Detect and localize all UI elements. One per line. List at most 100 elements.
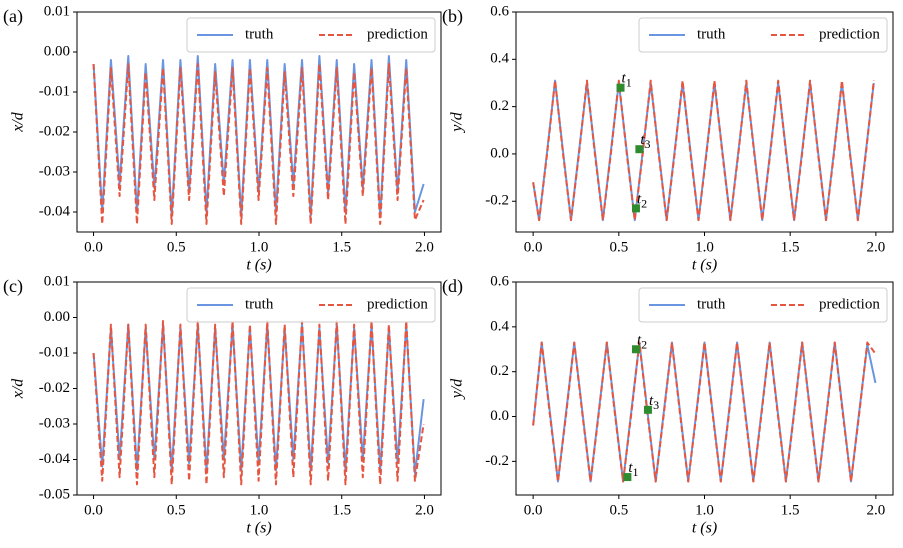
- panel-label: (d): [442, 276, 463, 297]
- y-tick-label: -0.01: [39, 344, 70, 360]
- y-tick-label: 0.6: [490, 3, 509, 19]
- x-tick-label: 0.5: [167, 502, 186, 518]
- legend-box: [186, 17, 436, 53]
- annotation-text: t: [622, 71, 627, 87]
- y-tick-label: 0.01: [44, 273, 70, 289]
- annotation-sub: 2: [641, 337, 647, 351]
- x-tick-label: 2.0: [415, 239, 434, 255]
- y-tick-label: -0.04: [39, 451, 71, 467]
- y-tick-label: 0.00: [44, 309, 70, 325]
- y-tick-label: 0.00: [44, 43, 70, 59]
- marker: [616, 83, 625, 92]
- annotation-text: t: [640, 133, 645, 149]
- axes-frame: [515, 281, 894, 496]
- annotation-sub: 2: [641, 196, 647, 210]
- y-tick-label: 0.2: [490, 98, 509, 114]
- annotation-text: t: [637, 192, 642, 208]
- annotation-sub: 1: [626, 75, 632, 89]
- y-tick-label: -0.02: [39, 380, 70, 396]
- x-tick-label: 1.0: [250, 239, 269, 255]
- marker: [631, 204, 640, 213]
- y-tick-label: -0.03: [39, 163, 70, 179]
- x-tick-label: 1.0: [695, 502, 714, 518]
- y-tick-label: -0.2: [485, 193, 509, 209]
- y-tick-label: 0.6: [490, 273, 509, 289]
- y-tick-label: 0.2: [490, 363, 509, 379]
- series-line: [532, 341, 877, 483]
- legend-label: prediction: [367, 296, 428, 312]
- y-axis-label: x/d: [10, 111, 27, 133]
- x-tick-label: 1.5: [781, 502, 800, 518]
- y-tick-label: -0.04: [39, 203, 71, 219]
- y-tick-label: 0.4: [490, 318, 509, 334]
- x-tick-label: 1.5: [781, 239, 800, 255]
- x-tick-label: 1.0: [250, 502, 269, 518]
- x-tick-label: 0.5: [609, 502, 628, 518]
- x-axis-label: t (s): [246, 520, 271, 537]
- legend-label: truth: [245, 296, 274, 312]
- x-tick-label: 0.0: [524, 502, 543, 518]
- series-line: [92, 63, 425, 225]
- y-tick-label: -0.02: [39, 123, 70, 139]
- annotation-sub: 3: [653, 398, 659, 412]
- y-tick-label: -0.03: [39, 415, 70, 431]
- series-line: [92, 320, 425, 486]
- series-line: [532, 79, 875, 222]
- x-tick-label: 1.0: [695, 239, 714, 255]
- series-line: [532, 79, 875, 222]
- marker: [635, 145, 644, 154]
- annotation: t1: [622, 71, 632, 89]
- annotation: t3: [649, 393, 659, 411]
- lines: [92, 55, 425, 225]
- y-tick-label: -0.2: [485, 453, 509, 469]
- marker: [623, 473, 632, 482]
- x-tick-label: 2.0: [415, 502, 434, 518]
- marker: [631, 345, 640, 354]
- y-tick-label: 0.01: [44, 3, 70, 19]
- annotation-sub: 3: [645, 137, 651, 151]
- legend-box: [638, 287, 888, 323]
- legend-label: truth: [245, 26, 274, 42]
- marker: [643, 405, 652, 414]
- legend-label: prediction: [367, 26, 428, 42]
- y-axis-label: y/d: [449, 378, 466, 401]
- series-line: [92, 323, 425, 475]
- x-tick-label: 1.5: [332, 239, 351, 255]
- axes-frame: [515, 11, 894, 233]
- legend-label: prediction: [819, 26, 880, 42]
- annotation-text: t: [637, 333, 642, 349]
- panel-label: (c): [3, 276, 23, 297]
- y-tick-label: -0.05: [39, 486, 70, 502]
- x-tick-label: 2.0: [866, 502, 885, 518]
- x-tick-label: 0.5: [609, 239, 628, 255]
- y-tick-label: 0.4: [490, 51, 509, 67]
- annotation: t1: [628, 461, 638, 479]
- annotation: t2: [637, 333, 647, 351]
- axes-frame: [76, 281, 442, 496]
- x-tick-label: 0.0: [84, 502, 103, 518]
- panel-label: (a): [3, 6, 23, 27]
- x-tick-label: 0.0: [524, 239, 543, 255]
- annotation: t3: [640, 133, 650, 151]
- panel: -0.20.00.20.40.60.0 0.5 1.0 1.5 2.0t1t2t3(b)…: [442, 3, 894, 274]
- lines: [532, 341, 877, 483]
- x-axis-label: t (s): [692, 520, 717, 537]
- x-tick-label: 2.0: [866, 239, 885, 255]
- y-tick-label: -0.01: [39, 83, 70, 99]
- y-tick-label: 0.0: [490, 408, 509, 424]
- y-axis-label: y/d: [449, 111, 466, 134]
- x-axis-label: t (s): [246, 257, 271, 274]
- lines: [92, 320, 425, 486]
- x-axis-label: t (s): [692, 257, 717, 274]
- panel-label: (b): [442, 6, 463, 27]
- annotation-sub: 1: [633, 465, 639, 479]
- panel: -0.20.00.20.40.60.0 0.5 1.0 1.5 2.0t1t2t3(d)…: [442, 273, 894, 537]
- legend-box: [186, 287, 436, 323]
- y-tick-label: 0.0: [490, 145, 509, 161]
- annotation: t2: [637, 192, 647, 210]
- lines: [532, 79, 875, 222]
- legend-label: truth: [697, 26, 726, 42]
- panel: 0.01 0.00 -0.01 -0.02 -0.03 -0.04 -0.05 0.0 0.5 1…: [3, 273, 442, 537]
- axes-frame: [76, 11, 442, 233]
